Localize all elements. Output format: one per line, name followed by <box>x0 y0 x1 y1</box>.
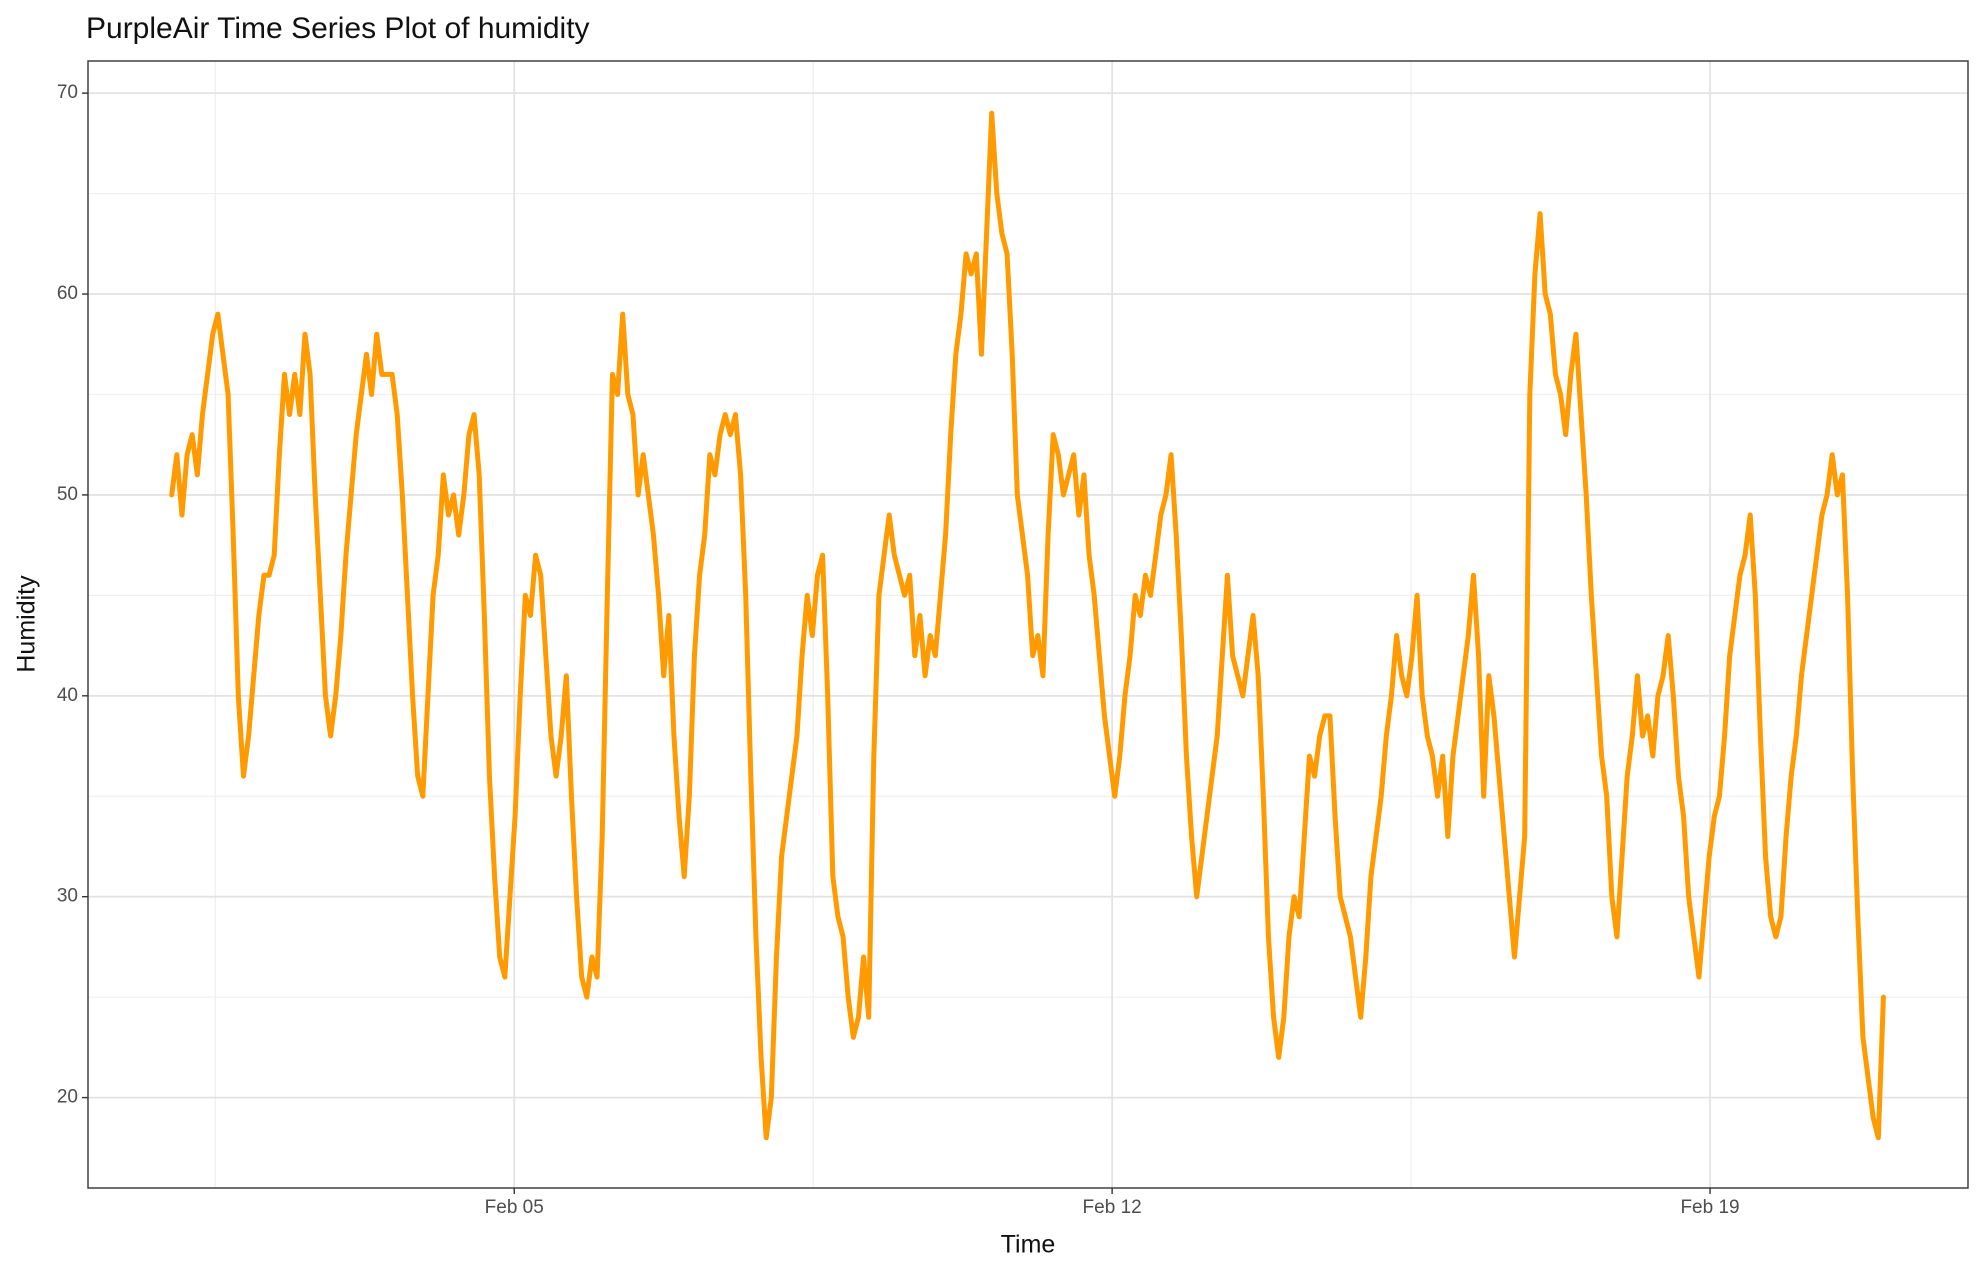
humidity-line <box>169 110 1886 1141</box>
y-tick-label: 70 <box>57 82 78 103</box>
y-tick-label: 20 <box>57 1087 78 1108</box>
x-tick-label: Feb 12 <box>1083 1197 1142 1218</box>
y-axis-title: Humidity <box>13 575 41 673</box>
y-tick-label: 40 <box>57 685 78 706</box>
y-tick-label: 60 <box>57 283 78 304</box>
plot-border <box>87 60 1969 1189</box>
chart-title: PurpleAir Time Series Plot of humidity <box>86 12 590 45</box>
x-tick-label: Feb 05 <box>485 1197 544 1218</box>
grid <box>88 61 1968 1188</box>
y-tick-label: 50 <box>57 484 78 505</box>
y-tick-label: 30 <box>57 886 78 907</box>
x-axis-title: Time <box>1001 1231 1056 1259</box>
x-tick-label: Feb 19 <box>1680 1197 1739 1218</box>
